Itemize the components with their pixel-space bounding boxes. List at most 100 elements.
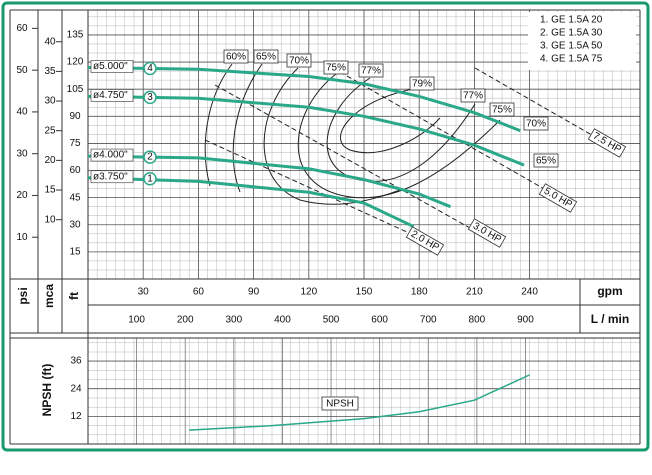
- x-tick-label: 150: [356, 287, 373, 298]
- psi-tick-label: 30: [16, 148, 28, 159]
- eff-box: [253, 49, 279, 64]
- eff-box: [223, 49, 249, 64]
- hp-tag: 2.0 HP: [405, 226, 445, 256]
- pump-curve: [87, 94, 525, 167]
- eff-label: 70%: [289, 56, 309, 67]
- ft-tick-label: 30: [69, 219, 81, 230]
- legend-entry: 1. GE 1.5A 20: [540, 15, 603, 26]
- legend-box: [528, 12, 636, 70]
- npsh-tick-label: 12: [70, 411, 82, 422]
- diameter-box: [90, 170, 134, 184]
- eff-box: [460, 88, 486, 103]
- eff-box: [286, 53, 312, 68]
- diameter-box: [90, 60, 134, 73]
- x2-tick-label: 600: [371, 315, 388, 326]
- npsh-tick-label: 36: [70, 356, 82, 367]
- curve-marker-label: 1: [147, 173, 153, 184]
- ft-tick-label: 135: [67, 30, 84, 41]
- eff-box: [533, 153, 559, 168]
- eff-label: 60%: [226, 52, 246, 63]
- ft-tick-label: 75: [69, 138, 81, 149]
- x-tick-label: 210: [466, 287, 483, 298]
- curve-marker: [143, 172, 157, 186]
- mca-tick-label: 10: [44, 214, 56, 225]
- psi-tick-label: 60: [16, 23, 28, 34]
- diameter-box: [90, 89, 134, 102]
- ft-tick-label: 105: [67, 84, 84, 95]
- npsh-curve: [189, 374, 530, 431]
- diameter-label: ø3.750": [93, 171, 128, 182]
- diameter-label: ø5.000": [93, 61, 128, 72]
- diameter-label: ø4.000": [93, 150, 128, 161]
- diameter-label: ø4.750": [93, 90, 128, 101]
- x2-tick-label: 800: [469, 315, 486, 326]
- eff-label: 79%: [412, 79, 432, 90]
- pump-curve: [87, 65, 521, 133]
- x2-tick-label: 100: [128, 315, 145, 326]
- psi-tick-label: 50: [16, 65, 28, 76]
- x-tick-label: 60: [193, 287, 205, 298]
- curve-marker: [143, 90, 157, 105]
- curve-marker-label: 4: [147, 63, 153, 74]
- eff-label: 77%: [361, 66, 381, 77]
- eff-box: [323, 60, 349, 75]
- legend-entry: 4. GE 1.5A 75: [540, 54, 603, 65]
- eff-label: 65%: [536, 156, 556, 167]
- ft-tick-label: 15: [69, 247, 81, 258]
- legend-entry: 2. GE 1.5A 30: [540, 28, 603, 39]
- x-tick-label: 90: [248, 287, 260, 298]
- eff-label: 70%: [526, 119, 546, 130]
- npsh-box: [321, 396, 359, 411]
- psi-tick-label: 20: [16, 190, 28, 201]
- hp-box: [538, 183, 578, 213]
- x-tick-label: 30: [138, 287, 150, 298]
- x-tick-label: 180: [411, 287, 428, 298]
- curve-marker-label: 3: [147, 92, 153, 103]
- ft-tick-label: 45: [69, 192, 81, 203]
- ft-tick-label: 90: [69, 111, 81, 122]
- curve-marker: [143, 61, 157, 76]
- eff-label: 75%: [326, 63, 346, 74]
- y-axis-label: mca: [42, 284, 56, 308]
- x2-tick-label: 200: [177, 315, 194, 326]
- hp-box: [587, 128, 627, 158]
- eff-box: [358, 63, 384, 78]
- ft-tick-label: 120: [67, 57, 84, 68]
- eff-label: 77%: [463, 91, 483, 102]
- x-axis-label: gpm: [597, 284, 622, 298]
- legend-entry: 3. GE 1.5A 50: [540, 41, 603, 52]
- pump-curve: [87, 154, 452, 209]
- hp-line: [204, 139, 421, 239]
- eff-box: [409, 76, 435, 91]
- mca-tick-label: 15: [44, 185, 56, 196]
- mca-tick-label: 20: [44, 155, 56, 166]
- ft-tick-label: 60: [69, 165, 81, 176]
- eff-curve: [204, 63, 233, 187]
- npsh-axis-label: NPSH (ft): [40, 364, 54, 417]
- pump-curve: [87, 176, 415, 228]
- x-tick-label: 240: [521, 287, 538, 298]
- hp-box: [405, 226, 445, 256]
- y-axis-label: ft: [67, 292, 81, 300]
- hp-line: [339, 71, 561, 199]
- eff-curve: [232, 63, 263, 193]
- diameter-box: [90, 148, 134, 162]
- eff-box: [523, 116, 549, 131]
- psi-tick-label: 40: [16, 107, 28, 118]
- x2-tick-label: 500: [323, 315, 340, 326]
- eff-label: 65%: [256, 52, 276, 63]
- eff-box: [489, 102, 515, 117]
- x-tick-label: 120: [300, 287, 317, 298]
- x2-tick-label: 300: [225, 315, 242, 326]
- hp-box: [467, 218, 507, 248]
- mca-tick-label: 30: [44, 96, 56, 107]
- x2-tick-label: 700: [420, 315, 437, 326]
- x2-axis-label: L / min: [591, 312, 629, 326]
- eff-curve: [340, 87, 441, 154]
- npsh-tick-label: 24: [70, 383, 82, 394]
- x2-tick-label: 900: [517, 315, 534, 326]
- eff-curve: [297, 73, 501, 199]
- hp-line: [214, 84, 471, 229]
- eff-label: 75%: [492, 105, 512, 116]
